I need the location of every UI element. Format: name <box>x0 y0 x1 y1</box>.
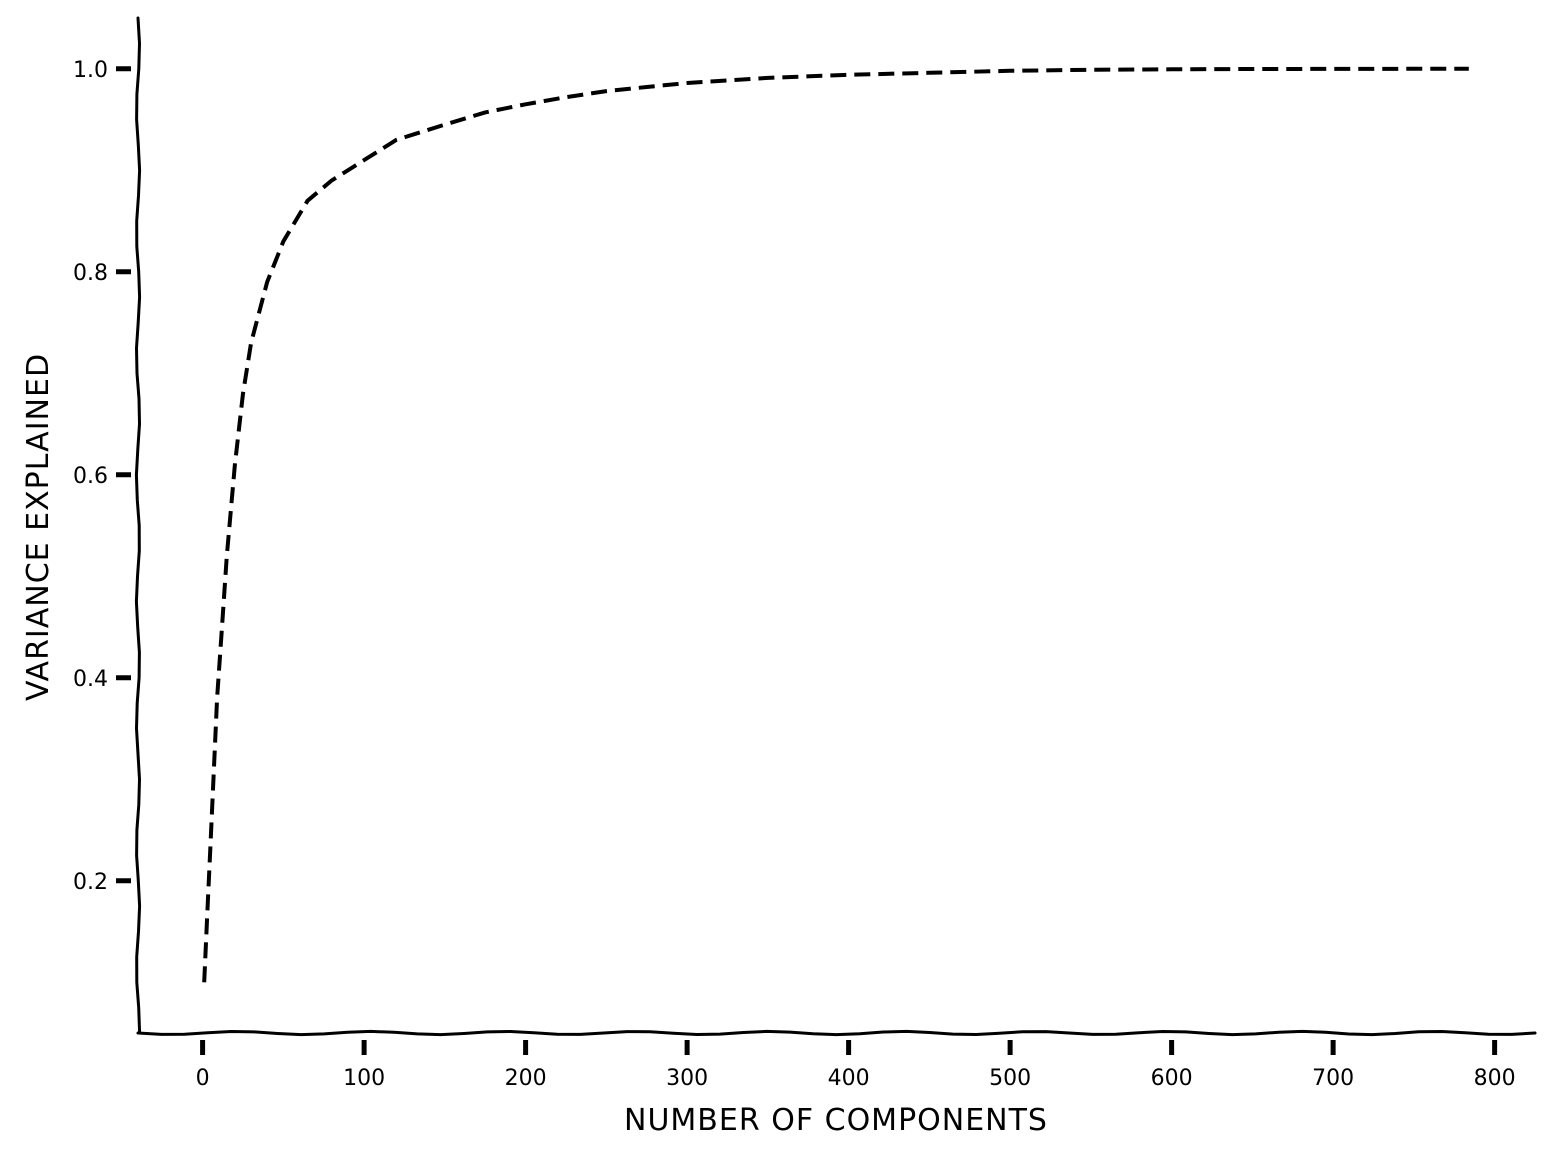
x-tick-label: 100 <box>343 1066 385 1091</box>
x-tick-label: 700 <box>1312 1066 1354 1091</box>
axes <box>134 16 1537 1037</box>
x-tick-label: 500 <box>989 1066 1031 1091</box>
y-tick-label: 0.8 <box>73 261 108 286</box>
x-tick-label: 300 <box>666 1066 708 1091</box>
x-tick-label: 200 <box>505 1066 547 1091</box>
ticks: 0 100 200 300 400 500 600 700 800 0.2 0.4 0.6 0.8 1.0 <box>73 58 1516 1091</box>
x-axis-line <box>136 1029 1537 1037</box>
x-tick-label: 400 <box>828 1066 870 1091</box>
series-line <box>202 66 1469 983</box>
series-group <box>202 66 1469 983</box>
y-tick-label: 0.6 <box>73 464 108 489</box>
x-tick-label: 0 <box>196 1066 210 1091</box>
x-tick-label: 600 <box>1151 1066 1193 1091</box>
y-tick-label: 0.2 <box>73 870 108 895</box>
x-axis-title: NUMBER OF COMPONENTS <box>624 1103 1048 1138</box>
x-tick-label: 800 <box>1474 1066 1516 1091</box>
y-axis-line <box>134 16 142 1035</box>
y-tick-label: 0.4 <box>73 667 108 692</box>
y-tick-label: 1.0 <box>73 58 108 83</box>
y-axis-title: VARIANCE EXPLAINED <box>21 353 56 701</box>
